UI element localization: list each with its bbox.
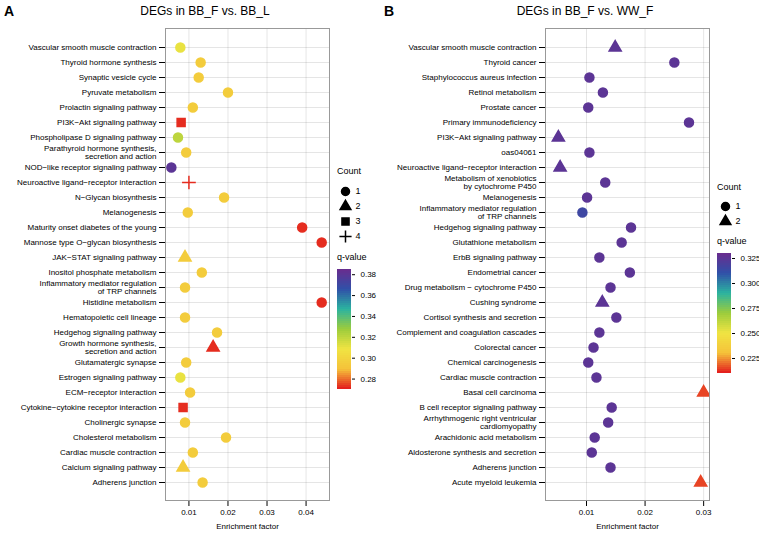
svg-text:Synaptic vesicle cycle: Synaptic vesicle cycle [79,73,157,82]
svg-text:Inflammatory mediator regulati: Inflammatory mediator regulationof TRP c… [40,279,157,296]
svg-text:Hedgehog signaling pathway: Hedgehog signaling pathway [54,328,157,337]
svg-text:Prolactin signaling pathway: Prolactin signaling pathway [60,103,157,112]
svg-text:2: 2 [356,201,361,211]
svg-text:Estrogen signaling pathway: Estrogen signaling pathway [59,373,157,382]
svg-text:0.03: 0.03 [696,508,712,517]
svg-text:0.02: 0.02 [220,508,236,517]
svg-text:Melanogenesis: Melanogenesis [483,193,537,202]
svg-text:0.38: 0.38 [361,270,377,279]
svg-text:Thyroid cancer: Thyroid cancer [484,58,537,67]
html-text:q-value: q-value [337,252,367,262]
svg-text:Thyroid hormone synthesis: Thyroid hormone synthesis [60,58,156,67]
svg-text:NOD−like receptor signaling pa: NOD−like receptor signaling pathway [25,163,157,172]
svg-text:Mannose type O−glycan biosynth: Mannose type O−glycan biosynthesis [24,238,157,247]
svg-text:Cytokine−cytokine receptor int: Cytokine−cytokine receptor interaction [21,403,157,412]
svg-text:ECM−receptor interaction: ECM−receptor interaction [66,388,157,397]
svg-text:PI3K−Akt signaling pathway: PI3K−Akt signaling pathway [57,118,156,127]
svg-text:0.32: 0.32 [361,333,377,342]
html-text:Count: Count [337,166,361,176]
svg-text:Hematopoietic cell lineage: Hematopoietic cell lineage [63,313,157,322]
svg-text:Complement and coagulation cas: Complement and coagulation cascades [396,328,536,337]
svg-text:0.275: 0.275 [741,304,760,313]
svg-text:0.02: 0.02 [637,508,653,517]
svg-text:ErbB signaling pathway: ErbB signaling pathway [453,253,537,262]
svg-text:0.28: 0.28 [361,375,377,384]
svg-text:Enrichment factor: Enrichment factor [596,522,659,531]
svg-text:Calcium signaling pathway: Calcium signaling pathway [62,463,157,472]
svg-text:Cholesterol metabolism: Cholesterol metabolism [73,433,157,442]
svg-text:N−Glycan biosynthesis: N−Glycan biosynthesis [75,193,157,202]
svg-text:Cushing syndrome: Cushing syndrome [470,298,537,307]
svg-text:Pyruvate metabolism: Pyruvate metabolism [82,88,157,97]
svg-text:Colorectal cancer: Colorectal cancer [474,343,537,352]
svg-text:Adherens junction: Adherens junction [92,478,156,487]
svg-text:Metabolism of xenobioticsby cy: Metabolism of xenobioticsby cytochrome P… [444,174,537,191]
svg-text:Arrhythmogenic right ventricul: Arrhythmogenic right ventricularcardiomy… [424,414,537,431]
svg-text:0.250: 0.250 [741,329,760,338]
svg-text:Cholinergic synapse: Cholinergic synapse [84,418,157,427]
svg-text:Retinol metabolism: Retinol metabolism [468,88,536,97]
svg-text:Staphylococcus aureus infectio: Staphylococcus aureus infection [422,73,537,82]
svg-text:Prostate cancer: Prostate cancer [480,103,536,112]
svg-text:Inflammatory mediator regulati: Inflammatory mediator regulationof TRP c… [420,204,537,221]
svg-text:Growth hormone synthesis,secre: Growth hormone synthesis,secretion and a… [59,339,156,356]
svg-text:0.04: 0.04 [298,508,314,517]
svg-text:2: 2 [736,216,741,226]
svg-text:Cortisol synthesis and secreti: Cortisol synthesis and secretion [424,313,537,322]
html-text:A: A [4,3,15,19]
svg-text:Drug metabolism − cytochrome P: Drug metabolism − cytochrome P450 [405,283,537,292]
svg-text:Neuroactive ligand−receptor in: Neuroactive ligand−receptor interaction [397,163,536,172]
svg-text:Arachidonic acid metabolism: Arachidonic acid metabolism [435,433,537,442]
svg-text:Vascular smooth muscle contrac: Vascular smooth muscle contraction [409,43,537,52]
html-text:q-value: q-value [717,236,747,246]
svg-text:3: 3 [356,216,361,226]
html-text:DEGs in BB_F vs. BB_L: DEGs in BB_F vs. BB_L [140,4,270,18]
svg-text:Hedgehog signaling pathway: Hedgehog signaling pathway [434,223,537,232]
svg-text:Adherens junction: Adherens junction [472,463,536,472]
svg-text:Cardiac muscle contraction: Cardiac muscle contraction [440,373,536,382]
svg-text:0.01: 0.01 [181,508,197,517]
svg-text:4: 4 [356,231,361,241]
svg-text:0.03: 0.03 [259,508,275,517]
svg-text:Inositol phosphate metabolism: Inositol phosphate metabolism [48,268,156,277]
svg-text:0.34: 0.34 [361,312,377,321]
svg-text:Aldosterone synthesis and secr: Aldosterone synthesis and secretion [408,448,537,457]
svg-text:0.325: 0.325 [741,254,760,263]
svg-text:Enrichment factor: Enrichment factor [216,522,279,531]
svg-text:Glutamatergic synapse: Glutamatergic synapse [75,358,157,367]
svg-text:0.30: 0.30 [361,354,377,363]
svg-text:0.36: 0.36 [361,291,377,300]
svg-text:Neuroactive ligand−receptor in: Neuroactive ligand−receptor interaction [17,178,156,187]
svg-text:Endometrial cancer: Endometrial cancer [468,268,537,277]
svg-text:1: 1 [736,201,741,211]
svg-text:Melanogenesis: Melanogenesis [103,208,157,217]
svg-text:oas04061: oas04061 [501,148,537,157]
svg-text:Maturity onset diabetes of the: Maturity onset diabetes of the young [28,223,157,232]
html-text:Count: Count [717,182,741,192]
svg-text:0.01: 0.01 [579,508,595,517]
svg-text:PI3K−Akt signaling pathway: PI3K−Akt signaling pathway [437,133,536,142]
svg-text:0.225: 0.225 [741,354,760,363]
svg-text:Cardiac muscle contraction: Cardiac muscle contraction [60,448,156,457]
html-text:B: B [384,3,395,19]
svg-text:JAK−STAT signaling pathway: JAK−STAT signaling pathway [52,253,156,262]
svg-text:1: 1 [356,186,361,196]
svg-text:Parathyroid hormone synthesis,: Parathyroid hormone synthesis,secretion … [44,144,157,161]
svg-text:Vascular smooth muscle contrac: Vascular smooth muscle contraction [29,43,157,52]
html-text:DEGs in BB_F vs. WW_F: DEGs in BB_F vs. WW_F [516,4,654,18]
svg-text:Basal cell carcinoma: Basal cell carcinoma [463,388,537,397]
svg-text:Phospholipase D signaling path: Phospholipase D signaling pathway [30,133,156,142]
svg-text:0.300: 0.300 [741,279,760,288]
svg-text:Chemical carcinogenesis: Chemical carcinogenesis [448,358,537,367]
svg-text:Glutathione metabolism: Glutathione metabolism [452,238,536,247]
svg-text:B cell receptor signaling path: B cell receptor signaling pathway [420,403,537,412]
svg-text:Histidine metabolism: Histidine metabolism [83,298,157,307]
svg-text:Primary immunodeficiency: Primary immunodeficiency [443,118,537,127]
svg-text:Acute myeloid leukemia: Acute myeloid leukemia [452,478,537,487]
